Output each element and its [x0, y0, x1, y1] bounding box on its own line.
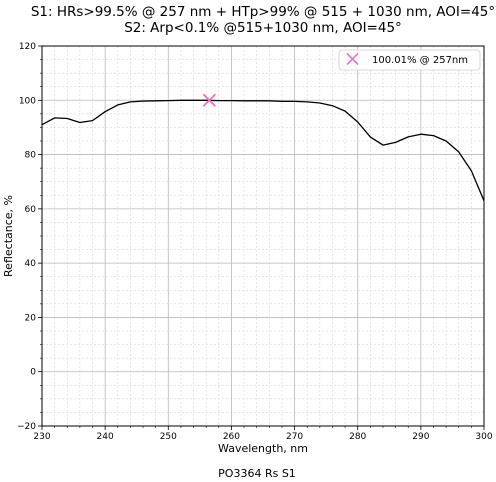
y-tick-label: 80: [25, 151, 37, 161]
legend-label: 100.01% @ 257nm: [372, 55, 468, 66]
peak-marker-x-icon: [202, 93, 216, 107]
footer-label: PO3364 Rs S1: [218, 467, 296, 480]
y-tick-label: 40: [25, 259, 37, 269]
x-tick-label: 300: [475, 432, 492, 442]
x-tick-label: 230: [33, 432, 50, 442]
legend: 100.01% @ 257nm: [338, 49, 481, 71]
legend-marker-x-icon: [346, 52, 359, 66]
y-axis-label: Reflectance, %: [2, 195, 15, 277]
reflectance-series-line: [41, 99, 485, 201]
x-tick-label: 280: [349, 432, 366, 442]
x-axis-label: Wavelength, nm: [218, 442, 308, 455]
x-tick-label: 270: [286, 432, 303, 442]
plot-frame: [41, 45, 485, 427]
marker-layer: [202, 93, 216, 107]
y-tick-label: 20: [25, 313, 37, 323]
y-tick-label: 60: [25, 205, 37, 215]
chart-title-line-1: S1: HRs>99.5% @ 257 nm + HTp>99% @ 515 +…: [31, 4, 495, 20]
series-group: [41, 99, 485, 201]
x-tick-label: 240: [97, 432, 114, 442]
x-tick-label: 260: [223, 432, 240, 442]
y-tick-label: −20: [17, 422, 36, 432]
y-tick-label: 0: [30, 368, 36, 378]
x-tick-label: 250: [160, 432, 177, 442]
y-tick-label: 120: [19, 42, 36, 52]
legend-box: [338, 49, 481, 71]
chart-title-line-2: S2: Arp<0.1% @515+1030 nm, AOI=45°: [124, 20, 402, 36]
x-tick-label: 290: [412, 432, 429, 442]
axis-ticks: 230 240 250 260 270 280 290 300 −20 0 20 40 60 80 100 1…: [17, 42, 493, 442]
minor-grid: [42, 46, 484, 426]
y-tick-label: 100: [19, 96, 36, 106]
